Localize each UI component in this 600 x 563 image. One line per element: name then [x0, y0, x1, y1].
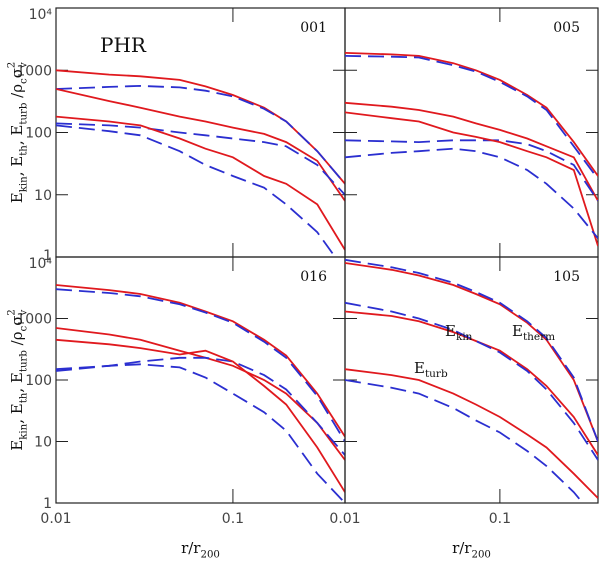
- plot-area: [345, 52, 598, 247]
- annotation: Eturb: [414, 359, 448, 380]
- y-axis-label-part: , E: [8, 372, 26, 393]
- y-tick-label: 10: [34, 188, 52, 204]
- line-series: [345, 52, 598, 177]
- line-series: [345, 379, 584, 503]
- line-series: [56, 327, 345, 461]
- line-series: [56, 288, 345, 442]
- line-series: [56, 363, 345, 503]
- y-tick-label: 100: [25, 373, 52, 389]
- plot-area: [56, 69, 345, 257]
- y-tick-label: 100: [25, 126, 52, 142]
- y-tick-label: 1: [43, 496, 52, 512]
- y-axis-label-sub: kin: [19, 423, 30, 439]
- y-axis-label-sub: v: [19, 62, 30, 69]
- panel-title: 016: [300, 269, 327, 285]
- y-axis-label-sub: v: [19, 309, 30, 316]
- panel-frame: [55, 256, 346, 504]
- panel-title: 005: [553, 20, 580, 36]
- y-axis-label: Ekin​, Eth​, Eturb​ /ρc​σv2​: [7, 62, 30, 204]
- line-series: [345, 55, 598, 180]
- y-axis-label-sub: turb: [19, 102, 30, 125]
- line-series: [56, 88, 345, 202]
- annotation-sub: therm: [523, 331, 555, 343]
- x-axis-label-sub: 200: [471, 550, 490, 561]
- y-axis-label-part: σ: [8, 68, 26, 78]
- line-series: [345, 258, 598, 442]
- annotation: PHR: [100, 33, 147, 57]
- panel-frame: [344, 256, 599, 504]
- y-axis-label-part: E: [8, 192, 26, 203]
- annotation-sub: turb: [425, 368, 448, 380]
- x-axis-label: r/r200​: [452, 539, 491, 561]
- x-axis-label-sub: 200: [200, 550, 219, 561]
- y-tick-label: 10: [34, 435, 52, 451]
- line-series: [345, 101, 598, 202]
- annotation-part: PHR: [100, 33, 147, 57]
- annotation-sub: kin: [456, 331, 473, 343]
- annotation: Etherm: [512, 322, 555, 343]
- line-series: [56, 356, 345, 456]
- panel-title: 001: [300, 20, 327, 36]
- plot-area: [56, 284, 345, 503]
- y-axis-label-part: , E: [8, 403, 26, 424]
- x-axis-label-part: r/r: [452, 539, 472, 557]
- y-axis-label-sub: turb: [19, 350, 30, 373]
- annotation: Ekin: [445, 322, 473, 343]
- y-axis-label-sub: kin: [19, 176, 30, 192]
- line-series: [56, 122, 345, 196]
- y-axis-label-sub: th: [19, 145, 30, 156]
- y-tick-label: 1: [43, 248, 52, 264]
- x-tick-label: 0.01: [40, 511, 71, 527]
- annotation-part: E: [414, 359, 425, 377]
- line-series: [56, 124, 337, 257]
- y-tick-label: 1000: [16, 63, 52, 79]
- y-axis-label-sub: c: [19, 325, 30, 331]
- y-axis-label-part: , E: [8, 156, 26, 177]
- line-series: [345, 262, 598, 442]
- x-axis-label: r/r200​: [181, 539, 220, 561]
- y-axis-label-sub: th: [19, 392, 30, 403]
- y-axis-label-part: E: [8, 440, 26, 451]
- line-series: [345, 147, 598, 239]
- y-axis-label-sub: c: [19, 78, 30, 84]
- annotation-part: E: [445, 322, 456, 340]
- y-axis-label-sup: 2: [7, 309, 18, 315]
- panel-frame: [344, 7, 599, 258]
- y-axis-label-part: , E: [8, 125, 26, 146]
- x-tick-label: 0.1: [489, 511, 511, 527]
- y-axis-label: Ekin​, Eth​, Eturb​ /ρc​σv2​: [7, 309, 30, 451]
- y-axis-label-part: /ρ: [8, 331, 26, 350]
- x-axis-label-part: r/r: [181, 539, 201, 557]
- y-tick-label: 10⁴: [29, 7, 53, 23]
- line-series: [56, 84, 345, 185]
- y-axis-label-part: σ: [8, 315, 26, 325]
- y-axis-label-part: /ρ: [8, 84, 26, 103]
- line-series: [345, 139, 598, 202]
- line-series: [56, 115, 345, 251]
- annotation-part: E: [512, 322, 523, 340]
- plot-area: [345, 258, 598, 503]
- y-tick-label: 10⁴: [29, 256, 53, 272]
- x-tick-label: 0.1: [222, 511, 244, 527]
- panel-title: 105: [553, 269, 580, 285]
- y-tick-label: 1000: [16, 312, 52, 328]
- line-series: [345, 111, 598, 247]
- line-series: [56, 338, 345, 493]
- line-series: [345, 301, 598, 461]
- line-series: [56, 69, 345, 185]
- x-tick-label: 0.01: [329, 511, 360, 527]
- line-series: [56, 284, 345, 438]
- y-axis-label-sup: 2: [7, 62, 18, 68]
- line-series: [345, 368, 598, 499]
